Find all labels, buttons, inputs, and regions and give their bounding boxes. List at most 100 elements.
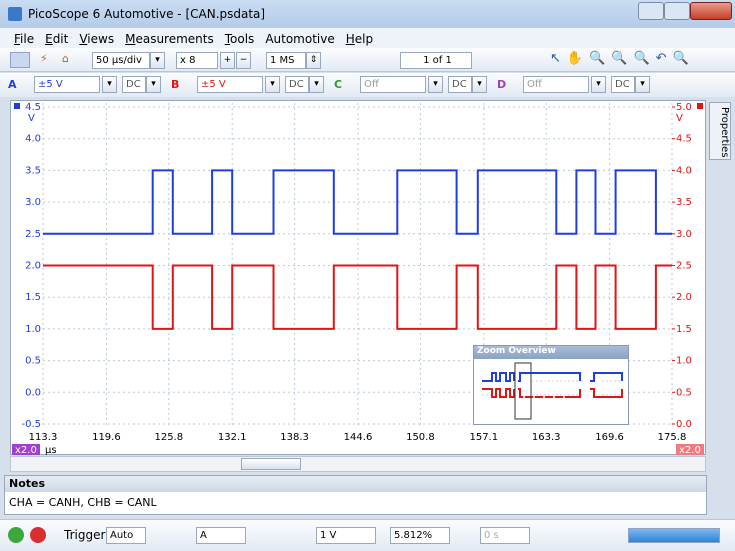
- channel-coupling[interactable]: DC: [611, 76, 635, 93]
- y2-tick-label: 3.0: [676, 229, 692, 240]
- y-tick-label: 3.0: [25, 197, 41, 208]
- notes-text[interactable]: CHA = CANH, CHB = CANL: [9, 496, 157, 509]
- channel-coupling[interactable]: DC: [448, 76, 472, 93]
- trigger-mode[interactable]: Auto: [106, 527, 146, 544]
- y2-tick-label: 1.5: [676, 324, 692, 335]
- channel-b-marker: [697, 103, 703, 109]
- x-tick-label: 163.3: [532, 432, 561, 443]
- x-unit: µs: [45, 445, 57, 456]
- zoom-tools[interactable]: ↖✋🔍🔍🔍↶🔍: [550, 51, 695, 66]
- dropdown-button[interactable]: ▾: [428, 76, 443, 93]
- maximize-button[interactable]: [664, 2, 690, 20]
- menu-item[interactable]: Measurements: [125, 32, 214, 46]
- window-title: PicoScope 6 Automotive - [CAN.psdata]: [28, 7, 266, 21]
- scroll-thumb[interactable]: [241, 458, 301, 470]
- buffer-field[interactable]: 1 of 1: [400, 52, 472, 69]
- trigger-delay[interactable]: 0 s: [480, 527, 530, 544]
- menu-item[interactable]: Help: [345, 32, 374, 46]
- menu-item[interactable]: Tools: [224, 32, 255, 46]
- x-scale-right: x2.0: [679, 445, 701, 456]
- start-button[interactable]: [8, 527, 24, 543]
- horizontal-scrollbar[interactable]: [10, 456, 706, 472]
- y-tick-label: 0.5: [25, 356, 41, 367]
- y2-tick-label: 1.0: [676, 356, 692, 367]
- home-button[interactable]: ⌂: [62, 52, 69, 65]
- x-tick-label: 113.3: [29, 432, 58, 443]
- y2-tick-label: 0.5: [676, 387, 692, 398]
- app-icon: [8, 7, 22, 21]
- menu-item[interactable]: Edit: [45, 32, 69, 46]
- samples-field[interactable]: 1 MS: [266, 52, 306, 69]
- minus-button[interactable]: −: [236, 52, 251, 69]
- channel-range[interactable]: ±5 V: [34, 76, 100, 93]
- x-tick-label: 157.1: [469, 432, 498, 443]
- title-bar: PicoScope 6 Automotive - [CAN.psdata]: [0, 0, 735, 28]
- close-button[interactable]: [690, 2, 732, 20]
- timebase-field[interactable]: 50 µs/div: [92, 52, 150, 69]
- x-scale-badge: [12, 444, 40, 455]
- menu-item[interactable]: Automotive: [265, 32, 335, 46]
- y-tick-label: 4.0: [25, 134, 41, 145]
- menu-item[interactable]: Views: [79, 32, 115, 46]
- dropdown-button[interactable]: ▾: [146, 76, 161, 93]
- channel-name: A: [8, 78, 17, 91]
- channel-coupling[interactable]: DC: [285, 76, 309, 93]
- auto-setup-button[interactable]: ⚡: [40, 52, 48, 65]
- x-tick-label: 125.8: [154, 432, 183, 443]
- y2-tick-label: 2.0: [676, 292, 692, 303]
- trigger-level[interactable]: 1 V: [316, 527, 376, 544]
- zoom-window[interactable]: [514, 362, 532, 420]
- y-tick-label: 1.0: [25, 324, 41, 335]
- dropdown-button[interactable]: ▾: [472, 76, 487, 93]
- y2-tick-label: 4.5: [676, 134, 692, 145]
- channel-a-marker: [14, 103, 20, 109]
- dropdown-button[interactable]: ▾: [265, 76, 280, 93]
- y-tick-label: 4.5: [25, 102, 41, 113]
- x-tick-label: 138.3: [280, 432, 309, 443]
- status-bar: Trigger Auto A 1 V 5.812% 0 s: [0, 519, 735, 551]
- channel-range[interactable]: ±5 V: [197, 76, 263, 93]
- dropdown-button[interactable]: ▾: [150, 52, 165, 69]
- zoom-overview-title: Zoom Overview: [474, 346, 628, 359]
- progress-bar: [628, 528, 720, 543]
- zoom-field[interactable]: x 8: [176, 52, 218, 69]
- dropdown-button[interactable]: ▾: [591, 76, 606, 93]
- x-scale-left: x2.0: [15, 445, 37, 456]
- y-tick-label: 1.5: [25, 292, 41, 303]
- channel-coupling[interactable]: DC: [122, 76, 146, 93]
- dropdown-button[interactable]: ▾: [102, 76, 117, 93]
- trigger-position[interactable]: 5.812%: [390, 527, 450, 544]
- minimize-button[interactable]: [638, 2, 664, 20]
- dropdown-button[interactable]: ▾: [635, 76, 650, 93]
- toolbar: ⚡ ⌂ 50 µs/div ▾ x 8 + − 1 MS ⇕ 1 of 1 ↖✋…: [0, 48, 735, 72]
- y2-tick-label: 4.0: [676, 165, 692, 176]
- x-scale-badge: [676, 444, 704, 455]
- y-tick-label: 2.5: [25, 229, 41, 240]
- zoom-overview[interactable]: Zoom Overview: [473, 345, 629, 425]
- overview-thumbnail: [482, 362, 623, 420]
- plus-button[interactable]: +: [220, 52, 235, 69]
- x-tick-label: 169.6: [595, 432, 624, 443]
- menu-item[interactable]: File: [14, 32, 35, 46]
- channel-name: D: [497, 78, 507, 91]
- y-tick-label: -0.5: [21, 419, 41, 430]
- trigger-source[interactable]: A: [196, 527, 246, 544]
- properties-tab[interactable]: Properties: [709, 102, 731, 160]
- menu-bar: File Edit Views Measurements Tools Automotive…: [0, 28, 735, 48]
- y-tick-label: 2.0: [25, 261, 41, 272]
- channel-name: B: [171, 78, 180, 91]
- y2-tick-label: 3.5: [676, 197, 692, 208]
- y2-tick-label: 2.5: [676, 261, 692, 272]
- y-tick-label: 0.0: [25, 387, 41, 398]
- channel-range[interactable]: Off: [360, 76, 426, 93]
- x-tick-label: 150.8: [406, 432, 435, 443]
- y2-tick-label: 5.0: [676, 102, 692, 113]
- scope-mode-button[interactable]: [10, 52, 30, 68]
- dropdown-button[interactable]: ▾: [309, 76, 324, 93]
- y2-tick-label: 0.0: [676, 419, 692, 430]
- spin-button[interactable]: ⇕: [306, 52, 321, 69]
- stop-button[interactable]: [30, 527, 46, 543]
- channel-range[interactable]: Off: [523, 76, 589, 93]
- trace: [43, 264, 672, 330]
